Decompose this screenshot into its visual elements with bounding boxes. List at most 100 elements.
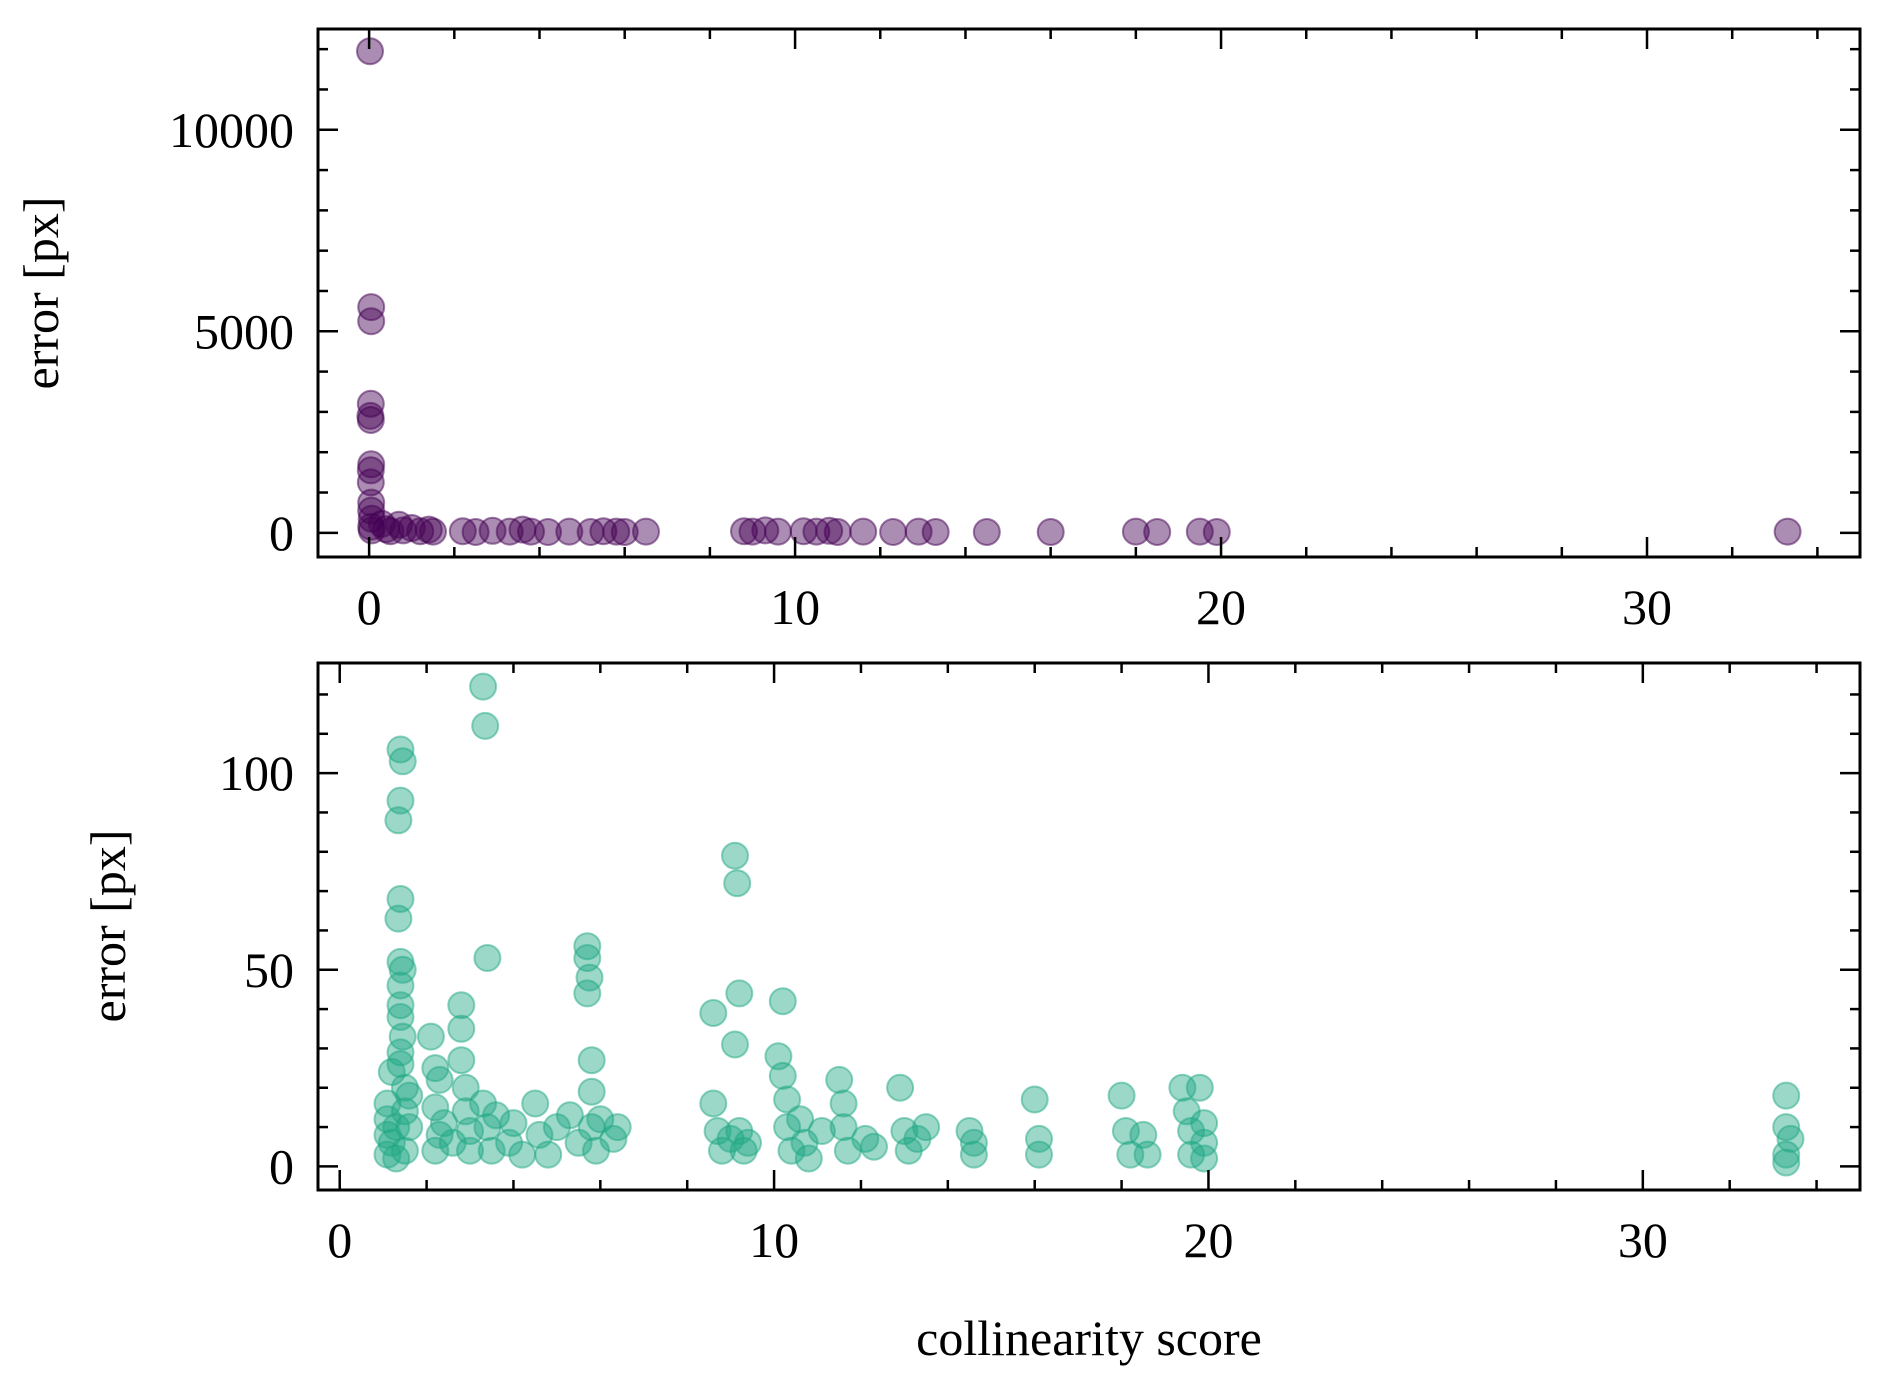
bottom-data-point	[447, 1046, 476, 1075]
bottom-data-point	[829, 1089, 858, 1118]
bottom-data-point	[721, 841, 749, 870]
top-data-point	[764, 517, 792, 546]
bottom-data-point	[959, 1128, 988, 1157]
x-axis-label: collinearity score	[916, 1310, 1262, 1366]
bottom-data-point	[768, 1061, 797, 1090]
top-data-point	[357, 307, 386, 336]
bottom-data-point	[1111, 1117, 1140, 1145]
top-x-tick-label: 0	[357, 579, 382, 635]
bottom-data-point	[534, 1140, 563, 1169]
bottom-data-point	[477, 1136, 506, 1165]
bottom-data-point	[577, 1077, 606, 1106]
top-data-point	[356, 468, 385, 497]
bottom-data-point	[395, 1113, 424, 1142]
top-scatter-points	[356, 37, 1802, 546]
bottom-data-point	[768, 987, 797, 1016]
bottom-data-point	[860, 1132, 888, 1161]
bottom-data-point	[1025, 1124, 1053, 1153]
bottom-data-point	[729, 1136, 758, 1165]
bottom-data-point	[390, 1097, 419, 1126]
bottom-data-point	[382, 1144, 411, 1173]
bottom-x-tick-label: 30	[1618, 1212, 1668, 1268]
top-x-tick-label: 20	[1196, 579, 1246, 635]
top-plot-frame	[316, 27, 1862, 559]
bottom-data-point	[456, 1136, 484, 1165]
bottom-data-point	[1020, 1085, 1049, 1114]
bottom-data-point	[603, 1113, 632, 1142]
top-data-point	[921, 518, 950, 546]
bottom-data-point	[456, 1117, 484, 1145]
bottom-data-point	[786, 1105, 815, 1134]
top-x-tick-label: 30	[1622, 579, 1672, 635]
bottom-y-tick-label: 0	[269, 1138, 294, 1194]
bottom-data-point	[573, 979, 602, 1008]
top-data-point	[849, 517, 878, 546]
top-axis-tick-labels: 0 10 20 30 0 5000 10000	[169, 102, 1672, 635]
bottom-data-point	[499, 1109, 528, 1138]
top-data-point	[1202, 518, 1231, 546]
bottom-x-tick-label: 10	[749, 1212, 799, 1268]
bottom-data-point	[829, 1113, 858, 1142]
bottom-data-point	[725, 979, 754, 1008]
top-data-point	[1121, 517, 1150, 546]
bottom-data-point	[386, 735, 415, 764]
bottom-x-tick-label: 0	[327, 1212, 352, 1268]
bottom-data-point	[386, 1050, 415, 1079]
bottom-data-point	[386, 991, 415, 1020]
bottom-data-point	[1190, 1144, 1219, 1173]
bottom-data-point	[1772, 1148, 1801, 1177]
top-data-point	[419, 517, 447, 546]
bottom-data-point	[473, 944, 502, 972]
bottom-data-point	[573, 932, 602, 961]
top-data-point	[1143, 518, 1172, 546]
bottom-data-point	[390, 1073, 419, 1102]
top-scatter-panel: 0 10 20 30 0 5000 10000 error [px]	[13, 27, 1862, 635]
bottom-data-point	[1776, 1124, 1805, 1153]
bottom-data-point	[912, 1113, 941, 1142]
bottom-data-point	[851, 1124, 880, 1153]
bottom-scatter-points	[373, 672, 1805, 1177]
top-data-point	[1036, 518, 1065, 546]
bottom-y-axis-label: error [px]	[80, 830, 136, 1023]
bottom-data-point	[1185, 1073, 1214, 1102]
bottom-x-tick-label: 20	[1183, 1212, 1233, 1268]
bottom-data-point	[373, 1105, 402, 1134]
bottom-scatter-panel: 0 10 20 30 0 50 100 error [px] collinearity sc…	[80, 661, 1862, 1366]
top-data-point	[555, 517, 584, 546]
bottom-data-point	[1025, 1140, 1053, 1169]
top-y-axis-label: error [px]	[13, 197, 69, 390]
bottom-data-point	[794, 1144, 823, 1173]
bottom-data-point	[825, 1065, 854, 1094]
bottom-data-point	[1772, 1140, 1801, 1169]
bottom-plot-frame	[316, 661, 1862, 1192]
bottom-data-point	[421, 1093, 450, 1122]
bottom-data-point	[1107, 1081, 1136, 1110]
top-data-point	[972, 518, 1001, 546]
bottom-data-point	[521, 1089, 550, 1118]
top-data-point	[823, 518, 852, 546]
top-y-tick-label: 5000	[194, 303, 294, 359]
bottom-data-point	[959, 1140, 988, 1169]
top-data-point	[730, 517, 758, 546]
bottom-data-point	[586, 1105, 615, 1134]
bottom-data-point	[699, 1089, 728, 1118]
bottom-data-point	[471, 711, 500, 740]
bottom-data-point	[721, 1030, 749, 1059]
bottom-data-point	[377, 1128, 406, 1157]
bottom-data-point	[425, 1065, 454, 1094]
bottom-data-point	[447, 1014, 476, 1043]
top-y-tick-label: 10000	[169, 102, 294, 158]
top-y-tick-label: 0	[269, 505, 294, 561]
bottom-data-point	[388, 747, 417, 776]
bottom-data-point	[577, 1046, 606, 1075]
bottom-data-point	[734, 1128, 762, 1157]
top-axis-ticks	[318, 29, 1860, 557]
bottom-data-point	[807, 1117, 836, 1145]
bottom-data-point	[395, 1081, 424, 1110]
bottom-data-point	[723, 869, 752, 898]
top-data-point	[602, 517, 631, 546]
bottom-data-point	[447, 991, 476, 1020]
bottom-data-point	[386, 1038, 415, 1067]
top-data-point	[534, 518, 562, 546]
bottom-data-point	[773, 1085, 802, 1114]
